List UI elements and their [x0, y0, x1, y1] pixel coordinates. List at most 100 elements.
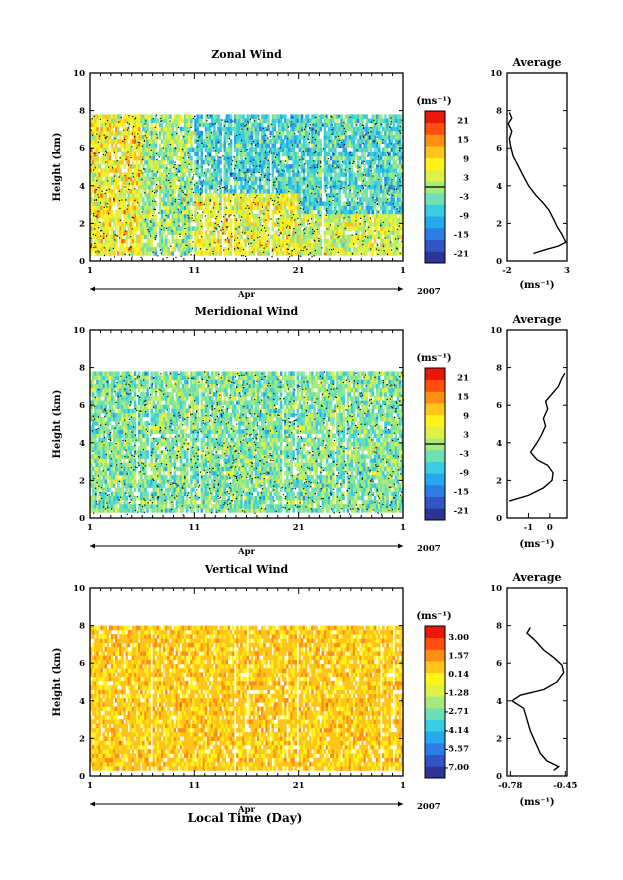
heatmap-cell	[336, 242, 339, 248]
heatmap-cell	[344, 222, 348, 227]
heatmap-cell	[186, 122, 189, 128]
contour-dot	[259, 165, 261, 167]
contour-dot	[249, 213, 251, 215]
heatmap-cell	[98, 135, 101, 140]
heatmap-cell	[332, 114, 335, 119]
heatmap-cell	[160, 222, 164, 227]
heatmap-cell	[125, 155, 128, 161]
heatmap-cell	[186, 222, 189, 227]
heatmap-cell	[240, 193, 243, 198]
heatmap-cell	[196, 172, 199, 177]
heatmap-cell	[225, 147, 229, 152]
heatmap-cell	[186, 180, 189, 186]
heatmap-cell	[167, 205, 170, 211]
heatmap-cell	[236, 218, 239, 223]
contour-dot	[364, 185, 366, 187]
contour-dot	[360, 162, 363, 164]
heatmap-cell	[284, 164, 287, 169]
heatmap-cell	[165, 234, 168, 240]
heatmap-cell	[113, 189, 116, 194]
heatmap-cell	[240, 222, 243, 227]
heatmap-cell	[229, 126, 233, 132]
heatmap-cell	[350, 139, 354, 144]
heatmap-cell	[165, 180, 168, 186]
contour-dot	[377, 244, 379, 246]
contour-dot	[238, 242, 240, 244]
heatmap-cell	[190, 230, 193, 235]
heatmap-cell	[250, 143, 254, 148]
heatmap-cell	[190, 147, 193, 152]
heatmap-cell	[165, 114, 168, 119]
heatmap-cell	[392, 189, 396, 194]
heatmap-cell	[317, 168, 320, 173]
heatmap-cell	[361, 222, 364, 227]
heatmap-cell	[198, 205, 201, 211]
heatmap-cell	[133, 147, 137, 152]
contour-dot	[398, 149, 401, 152]
heatmap-cell	[323, 218, 327, 223]
heatmap-cell	[344, 218, 348, 223]
heatmap-cell	[113, 193, 116, 198]
heatmap-cell	[242, 189, 245, 194]
heatmap-cell	[127, 251, 131, 256]
heatmap-cell	[300, 247, 304, 252]
contour-dot	[374, 123, 377, 125]
heatmap-cell	[300, 135, 304, 140]
heatmap-cell	[158, 147, 162, 152]
heatmap-cell	[400, 209, 404, 215]
heatmap-cell	[288, 242, 291, 248]
heatmap-cell	[317, 147, 320, 152]
heatmap-cell	[363, 218, 366, 223]
heatmap-cell	[204, 247, 208, 252]
heatmap-cell	[102, 172, 105, 177]
heatmap-cell	[92, 205, 95, 211]
heatmap-cell	[117, 114, 120, 119]
contour-dot	[150, 221, 152, 223]
contour-dot	[399, 181, 401, 183]
heatmap-cell	[338, 168, 341, 173]
heatmap-cell	[160, 122, 164, 128]
contour-dot	[327, 158, 329, 160]
contour-dot	[251, 230, 253, 232]
heatmap-cell	[227, 197, 231, 202]
heatmap-cell	[336, 247, 339, 252]
heatmap-cell	[127, 180, 131, 186]
heatmap-cell	[369, 180, 373, 186]
heatmap-cell	[229, 197, 233, 202]
heatmap-cell	[315, 230, 318, 235]
contour-dot	[144, 123, 146, 125]
contour-dot	[229, 173, 231, 175]
heatmap-cell	[275, 180, 279, 186]
heatmap-cell	[110, 213, 114, 219]
heatmap-cell	[352, 226, 356, 231]
heatmap-cell	[369, 226, 373, 231]
heatmap-cell	[371, 251, 375, 256]
heatmap-cell	[123, 151, 126, 157]
heatmap-cell	[146, 230, 149, 235]
heatmap-cell	[332, 238, 335, 244]
heatmap-cell	[113, 160, 116, 165]
contour-dot	[125, 158, 127, 160]
heatmap-cell	[163, 114, 166, 119]
contour-dot	[308, 254, 310, 256]
heatmap-cell	[215, 172, 218, 177]
heatmap-cell	[238, 184, 241, 190]
heatmap-cell	[357, 218, 360, 223]
heatmap-cell	[219, 180, 222, 186]
heatmap-cell	[188, 197, 191, 202]
heatmap-cell	[171, 189, 174, 194]
heatmap-cell	[332, 147, 335, 152]
heatmap-cell	[154, 172, 158, 177]
heatmap-cell	[240, 234, 243, 240]
heatmap-cell	[213, 247, 216, 252]
heatmap-cell	[144, 230, 147, 235]
contour-dot	[356, 124, 358, 126]
heatmap-cell	[186, 176, 189, 182]
heatmap-cell	[106, 122, 110, 128]
heatmap-cell	[154, 193, 158, 198]
heatmap-cell	[140, 160, 143, 165]
contour-dot	[271, 161, 274, 163]
heatmap-cell	[254, 126, 258, 132]
contour-dot	[148, 230, 150, 233]
contour-dot	[348, 216, 350, 218]
